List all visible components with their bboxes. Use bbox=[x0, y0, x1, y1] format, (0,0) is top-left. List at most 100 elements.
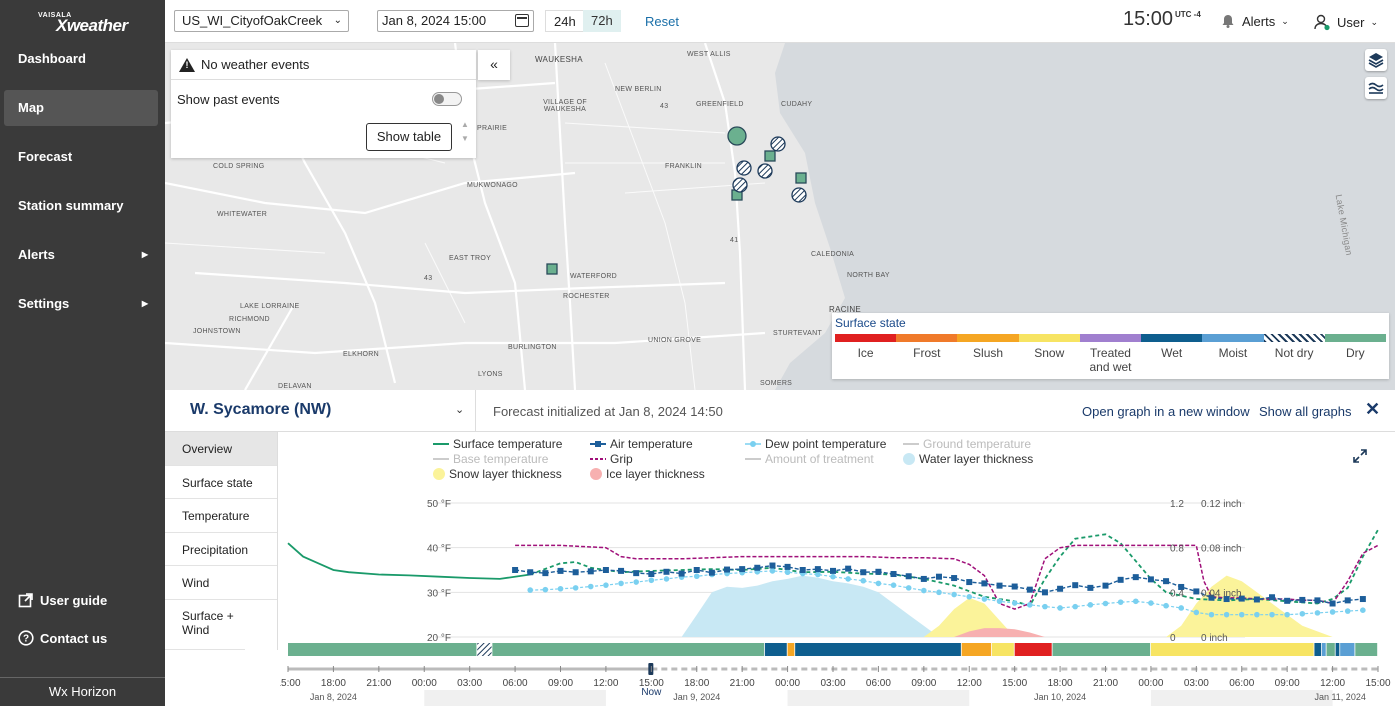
tab-surface-state[interactable]: Surface state bbox=[165, 466, 277, 499]
date-label: Jan 11, 2024 bbox=[1314, 692, 1365, 702]
surface-state-segment bbox=[1355, 643, 1378, 656]
tab-wind[interactable]: Wind bbox=[165, 566, 277, 600]
map-label: COLD SPRING bbox=[213, 163, 265, 170]
close-icon[interactable]: ✕ bbox=[1365, 399, 1381, 419]
x-tick-label: 15:00 bbox=[1002, 678, 1027, 689]
user-guide-link[interactable]: User guide bbox=[18, 592, 107, 608]
x-tick-label: 03:00 bbox=[1184, 678, 1209, 689]
legend-text: Snow layer thickness bbox=[449, 467, 562, 481]
x-tick-label: 03:00 bbox=[457, 678, 482, 689]
warning-icon bbox=[179, 58, 195, 72]
layers-button[interactable] bbox=[1365, 49, 1387, 71]
nav-alerts[interactable]: Alerts ▶ bbox=[4, 237, 158, 273]
y-right2-tick-label: 0.12 inch bbox=[1201, 499, 1242, 510]
air-temperature-point bbox=[1269, 594, 1276, 601]
dew-point-point bbox=[1087, 602, 1094, 608]
air-temperature-point bbox=[1299, 596, 1306, 603]
overview-chart[interactable]: 50 °F 40 °F 30 °F 20 °F 1.2 0.12 inch 0.8 0.08 … bbox=[280, 490, 1395, 706]
road-number: 43 bbox=[660, 103, 669, 110]
legend-air-temperature[interactable]: Air temperature bbox=[590, 437, 693, 451]
nav-dashboard[interactable]: Dashboard bbox=[4, 41, 158, 77]
x-tick-label: 21:00 bbox=[1093, 678, 1118, 689]
alerts-menu[interactable]: Alerts ⌄ bbox=[1220, 13, 1289, 29]
user-menu[interactable]: User ⌄ bbox=[1313, 13, 1378, 31]
map-label: WHITEWATER bbox=[217, 211, 268, 218]
station-name-select[interactable]: W. Sycamore (NW) bbox=[190, 401, 332, 418]
map-label: LYONS bbox=[478, 371, 503, 378]
legend-ice-layer[interactable]: Ice layer thickness bbox=[590, 467, 705, 481]
tab-surface-wind[interactable]: Surface + Wind bbox=[165, 600, 245, 650]
air-temperature-point bbox=[587, 568, 594, 575]
x-tick-label: 15:00 bbox=[280, 678, 301, 689]
tab-precipitation[interactable]: Precipitation bbox=[165, 533, 277, 566]
panel-scrollbar[interactable]: ▲ ▼ bbox=[461, 120, 469, 143]
x-tick-label: 09:00 bbox=[548, 678, 573, 689]
nav-map[interactable]: Map bbox=[4, 90, 158, 126]
legend-water-layer[interactable]: Water layer thickness bbox=[903, 452, 1033, 466]
dew-point-point bbox=[1329, 609, 1336, 615]
open-graph-new-window-link[interactable]: Open graph in a new window bbox=[1082, 404, 1250, 419]
nav-station-summary[interactable]: Station summary bbox=[4, 188, 158, 224]
y-left-tick-label: 30 °F bbox=[427, 588, 451, 599]
air-temperature-point bbox=[1102, 582, 1109, 589]
legend-swatch bbox=[1202, 334, 1264, 342]
reset-button[interactable]: Reset bbox=[645, 14, 679, 29]
air-temperature-point bbox=[1072, 582, 1079, 589]
legend-swatch bbox=[835, 334, 897, 342]
legend-text: Grip bbox=[610, 452, 633, 466]
surface-state-segment bbox=[1335, 643, 1340, 656]
legend-label: Dry bbox=[1346, 346, 1365, 360]
surface-state-segment bbox=[787, 643, 795, 656]
map-label: CALEDONIA bbox=[811, 251, 855, 258]
air-temperature-point bbox=[512, 567, 519, 573]
area-swatch-icon bbox=[903, 453, 915, 465]
legend-base-temperature[interactable]: Base temperature bbox=[433, 452, 548, 466]
surface-state-segment bbox=[1326, 643, 1335, 656]
events-panel-collapse-button[interactable]: « bbox=[478, 50, 510, 80]
date-input[interactable]: Jan 8, 2024 15:00 bbox=[377, 10, 534, 32]
air-temperature-point bbox=[1117, 576, 1124, 583]
legend-swatch bbox=[1141, 334, 1203, 342]
nav-forecast[interactable]: Forecast bbox=[4, 139, 158, 175]
legend-dew-point[interactable]: Dew point temperature bbox=[745, 437, 886, 451]
tab-overview[interactable]: Overview bbox=[165, 432, 277, 466]
air-temperature-point bbox=[1314, 597, 1321, 604]
dew-point-point bbox=[633, 579, 639, 585]
dew-point-point bbox=[784, 569, 791, 576]
legend-grip[interactable]: Grip bbox=[590, 452, 633, 466]
calendar-icon[interactable] bbox=[515, 14, 529, 27]
dew-point-point bbox=[1314, 610, 1321, 616]
station-select[interactable]: US_WI_CityofOakCreek ⌄ bbox=[174, 10, 349, 32]
dew-point-point bbox=[1072, 603, 1079, 610]
line-marker-swatch-icon bbox=[590, 441, 606, 447]
legend-snow-layer[interactable]: Snow layer thickness bbox=[433, 467, 562, 481]
xweather-wordmark: Xweather bbox=[56, 16, 128, 35]
x-tick-label: 06:00 bbox=[503, 678, 528, 689]
dew-point-point bbox=[1011, 600, 1018, 606]
tab-temperature[interactable]: Temperature bbox=[165, 499, 277, 533]
x-tick-label: 15:00 bbox=[1365, 678, 1390, 689]
dew-point-point bbox=[1102, 600, 1109, 607]
legend-ground-temperature[interactable]: Ground temperature bbox=[903, 437, 1031, 451]
chevron-down-icon[interactable]: ⌄ bbox=[455, 404, 465, 416]
legend-text: Water layer thickness bbox=[919, 452, 1034, 466]
show-past-events-toggle[interactable] bbox=[432, 92, 462, 106]
dew-point-point bbox=[1223, 611, 1230, 618]
range-72h-button[interactable]: 72h bbox=[583, 10, 621, 32]
nav-settings[interactable]: Settings ▶ bbox=[4, 286, 158, 322]
svg-text:?: ? bbox=[23, 634, 29, 645]
air-temperature-point bbox=[1147, 576, 1154, 583]
show-table-button[interactable]: Show table bbox=[366, 123, 452, 151]
date-label: Jan 8, 2024 bbox=[310, 692, 357, 702]
weather-layer-button[interactable] bbox=[1365, 77, 1387, 99]
range-24h-button[interactable]: 24h bbox=[545, 10, 585, 32]
x-tick-label: 06:00 bbox=[1229, 678, 1254, 689]
legend-amount-of-treatment[interactable]: Amount of treatment bbox=[745, 452, 874, 466]
expand-icon[interactable] bbox=[1352, 448, 1368, 464]
xweather-logo[interactable]: VAISALA Xweather bbox=[38, 12, 128, 36]
contact-us-link[interactable]: ? Contact us bbox=[18, 630, 107, 646]
legend-surface-temperature[interactable]: Surface temperature bbox=[433, 437, 562, 451]
show-all-graphs-link[interactable]: Show all graphs bbox=[1259, 404, 1352, 419]
events-panel: No weather events Show past events Show … bbox=[171, 50, 476, 158]
air-temperature-point bbox=[875, 568, 882, 575]
